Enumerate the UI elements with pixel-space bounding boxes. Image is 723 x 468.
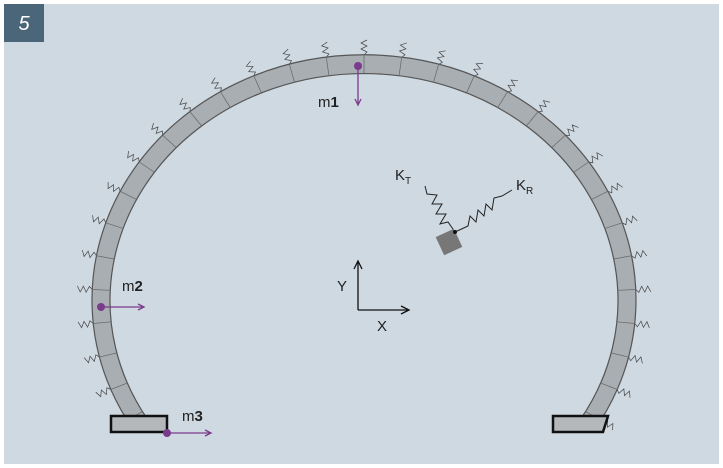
ground-spring: [210, 77, 222, 92]
lining-joint: [289, 64, 295, 82]
mass-label-index: 3: [195, 408, 203, 425]
lining-joint: [600, 382, 618, 390]
mass-point: [354, 62, 362, 70]
lining-joint: [99, 352, 118, 358]
mass-label: m2: [122, 278, 143, 295]
mass-label: m3: [182, 408, 203, 425]
mass-point: [97, 303, 105, 311]
ground-spring: [77, 320, 94, 329]
left-footing: [109, 414, 169, 434]
spring-node: [453, 230, 457, 234]
lining-joint: [110, 382, 128, 390]
ground-spring: [151, 122, 163, 136]
mass-label-index: 1: [331, 94, 339, 111]
spring-block: [435, 228, 463, 256]
spring-label-base: K: [395, 167, 405, 184]
lining-joint: [433, 64, 439, 82]
lining-joint: [497, 91, 508, 108]
lining-joint: [610, 352, 629, 358]
ground-spring: [77, 285, 93, 294]
ground-spring: [634, 320, 650, 329]
axis-label: Y: [337, 278, 347, 295]
ground-spring: [436, 50, 446, 65]
ground-spring: [635, 285, 652, 293]
ground-spring: [320, 41, 330, 58]
lining-joint: [616, 321, 635, 324]
axes-symbol: [353, 259, 411, 315]
ground-spring: [81, 249, 97, 259]
ground-spring: [282, 48, 293, 65]
figure-number: 5: [18, 13, 30, 35]
ground-spring: [616, 388, 631, 398]
ground-spring: [628, 354, 643, 364]
lining-joint: [93, 321, 112, 324]
lining-joint: [613, 255, 632, 260]
mass-point: [163, 429, 171, 437]
lining-joint: [253, 75, 262, 93]
lining-joint: [139, 161, 155, 173]
lining-joint: [398, 57, 403, 76]
lining-joint: [96, 255, 115, 260]
lining-joint: [162, 135, 177, 148]
ground-spring: [107, 182, 121, 193]
ground-spring: [83, 354, 100, 364]
ground-spring: [565, 124, 579, 136]
ground-spring: [507, 79, 518, 93]
lining-joint: [466, 75, 475, 93]
spring-label: KR: [516, 177, 533, 197]
ground-spring: [95, 387, 111, 398]
ground-spring: [92, 215, 107, 225]
ground-spring: [127, 151, 140, 163]
ground-spring: [588, 152, 603, 164]
figure-badge: [4, 4, 44, 42]
mass-label-base: m: [122, 278, 135, 295]
ground-spring: [179, 98, 191, 112]
lining-joint: [220, 91, 231, 108]
mass-label-base: m: [182, 408, 195, 425]
right-footing: [551, 414, 610, 434]
ground-springs: [77, 39, 652, 431]
spring-label-sub: T: [405, 176, 411, 187]
spring-label-base: K: [516, 177, 526, 194]
spring-model: [424, 185, 513, 233]
lining-joint: [189, 111, 202, 126]
mass-arrows: [101, 66, 362, 437]
ground-spring: [621, 215, 638, 226]
ground-spring: [538, 100, 551, 113]
mass-label: m1: [318, 94, 339, 111]
ground-spring: [360, 39, 368, 56]
mass-label-index: 2: [135, 278, 143, 295]
ground-spring: [607, 182, 623, 194]
lining-joint: [551, 135, 566, 148]
lining-joint: [526, 111, 539, 126]
lining-joint: [105, 222, 124, 229]
lining-joint: [604, 222, 623, 229]
lining-joint: [591, 191, 608, 200]
ground-spring: [245, 60, 256, 77]
ground-spring: [398, 42, 407, 58]
lining-joint: [120, 191, 137, 200]
lining-joint: [617, 289, 636, 291]
ground-spring: [473, 63, 483, 77]
mass-label-base: m: [318, 94, 331, 111]
spring-label-sub: R: [526, 186, 533, 197]
lining-joint: [92, 289, 111, 291]
axis-label: X: [377, 318, 387, 335]
lining-joint: [325, 57, 330, 76]
lining-joint: [573, 161, 589, 173]
ground-spring: [631, 249, 648, 259]
spring-label: KT: [395, 167, 411, 187]
